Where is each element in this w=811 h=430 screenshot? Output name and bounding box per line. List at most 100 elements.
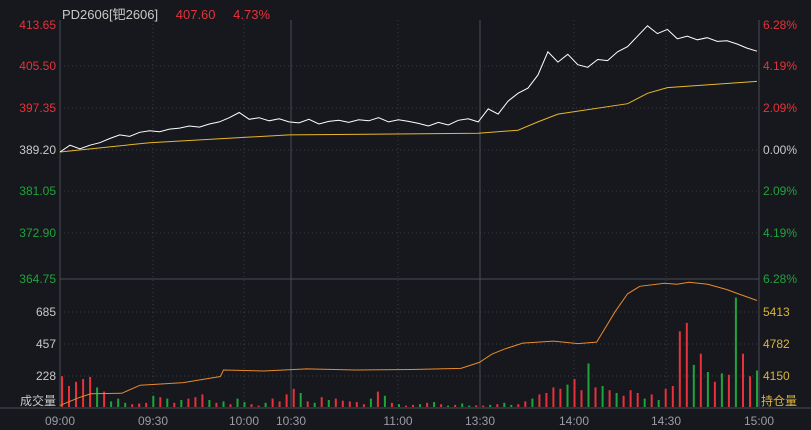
volume-bar (355, 402, 358, 407)
volume-bar (692, 364, 695, 407)
volume-bar (622, 395, 625, 407)
volume-bar (629, 390, 632, 407)
volume-tick-label: 457 (36, 337, 56, 351)
volume-bar (720, 373, 723, 407)
volume-bar (531, 398, 534, 407)
volume-bar (201, 394, 204, 407)
volume-tick-label: 228 (36, 369, 56, 383)
volume-bar (566, 384, 569, 407)
volume-bars (61, 297, 758, 407)
average-price-line (59, 80, 758, 153)
time-tick-label: 10:00 (229, 414, 259, 428)
volume-bar (383, 395, 386, 407)
volume-bar (89, 376, 92, 407)
percent-tick-label: 6.28% (763, 272, 797, 286)
volume-bar (699, 353, 702, 407)
volume-bar (734, 297, 737, 407)
volume-bar (299, 393, 302, 407)
time-tick-label: 14:30 (651, 414, 681, 428)
price-line (59, 25, 758, 153)
volume-bar (68, 386, 70, 407)
oi-tick-label: 5413 (763, 305, 790, 319)
volume-bar (166, 398, 169, 407)
last-price: 407.60 (175, 7, 216, 22)
volume-bar (482, 405, 485, 407)
volume-bar (243, 402, 246, 407)
volume-bar (510, 404, 513, 407)
volume-bar (264, 402, 267, 407)
price-tick-label: 397.35 (19, 101, 56, 115)
volume-bar (285, 394, 288, 407)
percent-tick-label: 0.00% (763, 143, 797, 157)
volume-bar (376, 391, 379, 407)
volume-bar (229, 404, 232, 407)
volume-bar (187, 398, 190, 407)
change-percent: 4.73% (233, 7, 271, 22)
volume-bar (348, 401, 351, 407)
volume-bar (601, 386, 604, 407)
volume-bar (447, 405, 450, 407)
volume-bar (369, 398, 372, 407)
volume-bar (615, 393, 618, 407)
volume-bar (194, 397, 197, 407)
oi-tick-label: 4782 (763, 337, 790, 351)
volume-bar (524, 401, 527, 407)
price-tick-label: 364.75 (19, 272, 56, 286)
volume-bar (390, 402, 393, 407)
time-tick-label: 14:00 (559, 414, 589, 428)
volume-bar (496, 404, 499, 407)
volume-bar (475, 405, 478, 407)
chart-header: PD2606[钯2606] 407.60 4.73% (62, 4, 284, 23)
volume-bar (145, 402, 148, 407)
volume-bar (671, 386, 674, 407)
volume-bar (313, 402, 316, 407)
volume-bar (742, 353, 744, 407)
volume-bar (573, 379, 576, 407)
volume-bar (138, 403, 141, 407)
percent-tick-label: 2.09% (763, 184, 797, 198)
volume-bar (685, 322, 688, 407)
time-tick-label: 10:30 (276, 414, 306, 428)
time-tick-label: 09:00 (45, 414, 75, 428)
volume-bar (552, 387, 555, 407)
volume-bar (461, 403, 464, 407)
volume-bar (538, 394, 541, 407)
volume-bar (222, 401, 225, 407)
volume-bar (545, 393, 548, 407)
volume-bar (405, 405, 407, 407)
price-tick-label: 389.20 (19, 143, 56, 157)
volume-bar (643, 398, 646, 407)
volume-bar (110, 401, 113, 407)
price-tick-label: 372.90 (19, 226, 56, 240)
volume-bar (454, 404, 457, 407)
time-tick-label: 09:30 (138, 414, 168, 428)
volume-bar (131, 404, 134, 407)
volume-bar (208, 400, 211, 407)
volume-bar (657, 400, 660, 407)
volume-bar (517, 404, 520, 407)
volume-bar (503, 402, 506, 407)
volume-bar (327, 400, 330, 407)
price-tick-label: 405.50 (19, 59, 56, 73)
volume-bar (117, 398, 120, 407)
grid (0, 20, 811, 409)
percent-tick-label: 4.19% (763, 226, 797, 240)
volume-bar (257, 405, 260, 407)
volume-bar (271, 398, 274, 407)
volume-bar (306, 401, 309, 407)
oi-tick-label: 4150 (763, 369, 790, 383)
volume-bar (650, 394, 653, 407)
volume-bar (608, 390, 611, 407)
volume-bar (82, 379, 85, 407)
volume-bar (489, 404, 492, 407)
volume-bar (433, 402, 436, 407)
volume-bar (594, 387, 597, 407)
volume-bar (713, 381, 716, 407)
volume-bar (334, 398, 337, 407)
volume-bar (706, 372, 709, 407)
volume-bar (749, 376, 751, 407)
volume-label: 成交量 (20, 393, 56, 408)
volume-bar (419, 404, 421, 407)
volume-bar (75, 381, 77, 407)
volume-bar (173, 402, 176, 407)
